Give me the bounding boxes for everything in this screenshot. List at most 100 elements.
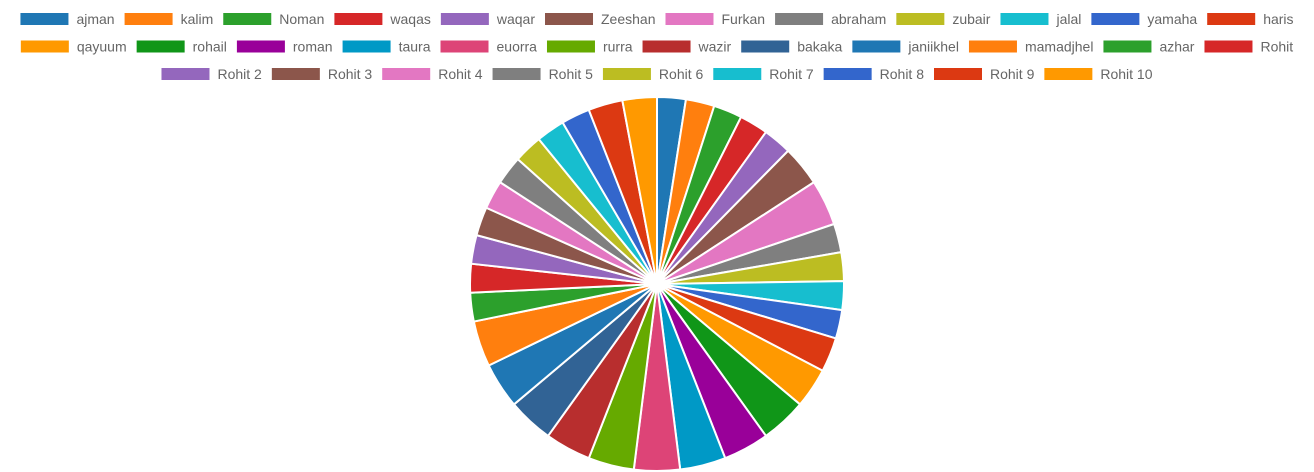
legend-swatch bbox=[934, 68, 982, 80]
legend-label: Rohit bbox=[1260, 39, 1293, 55]
legend-item[interactable]: waqar bbox=[440, 11, 535, 27]
legend-swatch bbox=[896, 13, 945, 25]
legend-item[interactable]: taura bbox=[342, 39, 431, 55]
legend-label: waqas bbox=[389, 11, 430, 27]
legend-label: mamadjhel bbox=[1025, 39, 1093, 55]
legend-label: haris bbox=[1263, 11, 1293, 27]
legend-swatch bbox=[546, 40, 595, 53]
legend-swatch bbox=[545, 13, 594, 25]
legend-swatch bbox=[1204, 40, 1253, 53]
legend-item[interactable]: Rohit 2 bbox=[161, 66, 262, 82]
legend-swatch bbox=[161, 68, 210, 80]
legend-label: ajman bbox=[76, 11, 114, 27]
legend-label: taura bbox=[399, 39, 431, 55]
legend-label: roman bbox=[293, 39, 333, 55]
legend-label: bakaka bbox=[797, 39, 842, 55]
legend-item[interactable]: janiikhel bbox=[852, 39, 959, 55]
legend-label: Rohit 6 bbox=[659, 66, 704, 82]
legend-item[interactable]: haris bbox=[1207, 11, 1294, 27]
legend-item[interactable]: Rohit 6 bbox=[602, 66, 704, 82]
legend-label: Zeeshan bbox=[601, 11, 655, 27]
legend-swatch bbox=[1044, 68, 1093, 80]
legend-item[interactable]: bakaka bbox=[741, 39, 843, 55]
legend-label: jalal bbox=[1055, 11, 1081, 27]
legend-label: wazir bbox=[698, 39, 732, 55]
legend-label: rurra bbox=[603, 39, 633, 55]
legend-swatch bbox=[440, 13, 489, 25]
legend-label: zubair bbox=[952, 11, 990, 27]
legend-swatch bbox=[1103, 40, 1152, 53]
legend-label: Rohit 4 bbox=[438, 66, 483, 82]
legend-swatch bbox=[342, 40, 391, 53]
legend-item[interactable]: Rohit 8 bbox=[823, 66, 925, 82]
legend-swatch bbox=[602, 68, 651, 80]
legend-item[interactable]: Zeeshan bbox=[545, 11, 655, 27]
legend-swatch bbox=[492, 68, 541, 80]
legend-label: rohail bbox=[193, 39, 227, 55]
legend-label: Rohit 8 bbox=[880, 66, 925, 82]
legend-item[interactable]: Furkan bbox=[665, 11, 765, 27]
legend-item[interactable]: Rohit 9 bbox=[934, 66, 1035, 82]
legend-item[interactable]: euorra bbox=[440, 39, 538, 55]
legend-item[interactable]: Rohit 7 bbox=[713, 66, 814, 82]
legend-label: kalim bbox=[181, 11, 214, 27]
legend-swatch bbox=[236, 40, 285, 53]
legend-item[interactable]: waqas bbox=[334, 11, 431, 27]
pie bbox=[469, 96, 845, 472]
legend-swatch bbox=[271, 68, 320, 80]
legend-swatch bbox=[136, 40, 185, 53]
legend-item[interactable]: Rohit bbox=[1204, 39, 1293, 55]
legend-item[interactable]: abraham bbox=[775, 11, 886, 27]
legend-label: qayuum bbox=[77, 39, 127, 55]
legend-item[interactable]: Noman bbox=[223, 11, 324, 27]
legend-item[interactable]: yamaha bbox=[1091, 11, 1197, 27]
legend-label: Furkan bbox=[721, 11, 765, 27]
legend-item[interactable]: Rohit 10 bbox=[1044, 66, 1153, 82]
legend-swatch bbox=[440, 40, 489, 53]
legend-item[interactable]: rohail bbox=[136, 39, 227, 55]
legend-swatch bbox=[665, 13, 714, 25]
legend-label: Rohit 3 bbox=[328, 66, 373, 82]
legend-label: yamaha bbox=[1147, 11, 1197, 27]
legend-item[interactable]: azhar bbox=[1103, 39, 1195, 55]
legend-item[interactable]: qayuum bbox=[20, 39, 127, 55]
legend-item[interactable]: roman bbox=[236, 39, 333, 55]
legend-item[interactable]: kalim bbox=[124, 11, 214, 27]
legend-swatch bbox=[775, 13, 824, 25]
legend-item[interactable]: ajman bbox=[20, 11, 115, 27]
legend-swatch bbox=[382, 68, 431, 80]
legend-swatch bbox=[1207, 13, 1256, 25]
legend-swatch bbox=[823, 68, 872, 80]
legend: ajman kalim Noman waqas waqar Zeeshan Furkan ab… bbox=[20, 11, 1294, 82]
legend-item[interactable]: rurra bbox=[546, 39, 633, 55]
legend-item[interactable]: zubair bbox=[896, 11, 991, 27]
legend-label: Rohit 7 bbox=[769, 66, 814, 82]
legend-swatch bbox=[1091, 13, 1140, 25]
legend-item[interactable]: Rohit 3 bbox=[271, 66, 373, 82]
legend-item[interactable]: jalal bbox=[1000, 11, 1081, 27]
legend-label: waqar bbox=[496, 11, 535, 27]
legend-item[interactable]: Rohit 4 bbox=[382, 66, 483, 82]
legend-swatch bbox=[20, 13, 69, 25]
legend-swatch bbox=[1000, 13, 1049, 25]
legend-swatch bbox=[968, 40, 1017, 53]
legend-swatch bbox=[223, 13, 272, 25]
legend-item[interactable]: wazir bbox=[642, 39, 732, 55]
pie-slice-rohit-10[interactable] bbox=[621, 96, 658, 285]
legend-label: euorra bbox=[497, 39, 538, 55]
legend-swatch bbox=[741, 40, 790, 53]
legend-swatch bbox=[852, 40, 901, 53]
legend-label: Noman bbox=[279, 11, 324, 27]
legend-swatch bbox=[642, 40, 691, 53]
legend-label: Rohit 2 bbox=[217, 66, 262, 82]
legend-label: abraham bbox=[831, 11, 886, 27]
legend-swatch bbox=[713, 68, 762, 80]
legend-label: azhar bbox=[1159, 39, 1194, 55]
legend-item[interactable]: Rohit 5 bbox=[492, 66, 594, 82]
legend-item[interactable]: mamadjhel bbox=[968, 39, 1093, 55]
legend-swatch bbox=[334, 13, 383, 25]
legend-label: Rohit 10 bbox=[1100, 66, 1152, 82]
legend-swatch bbox=[124, 13, 173, 25]
legend-swatch bbox=[20, 40, 69, 53]
